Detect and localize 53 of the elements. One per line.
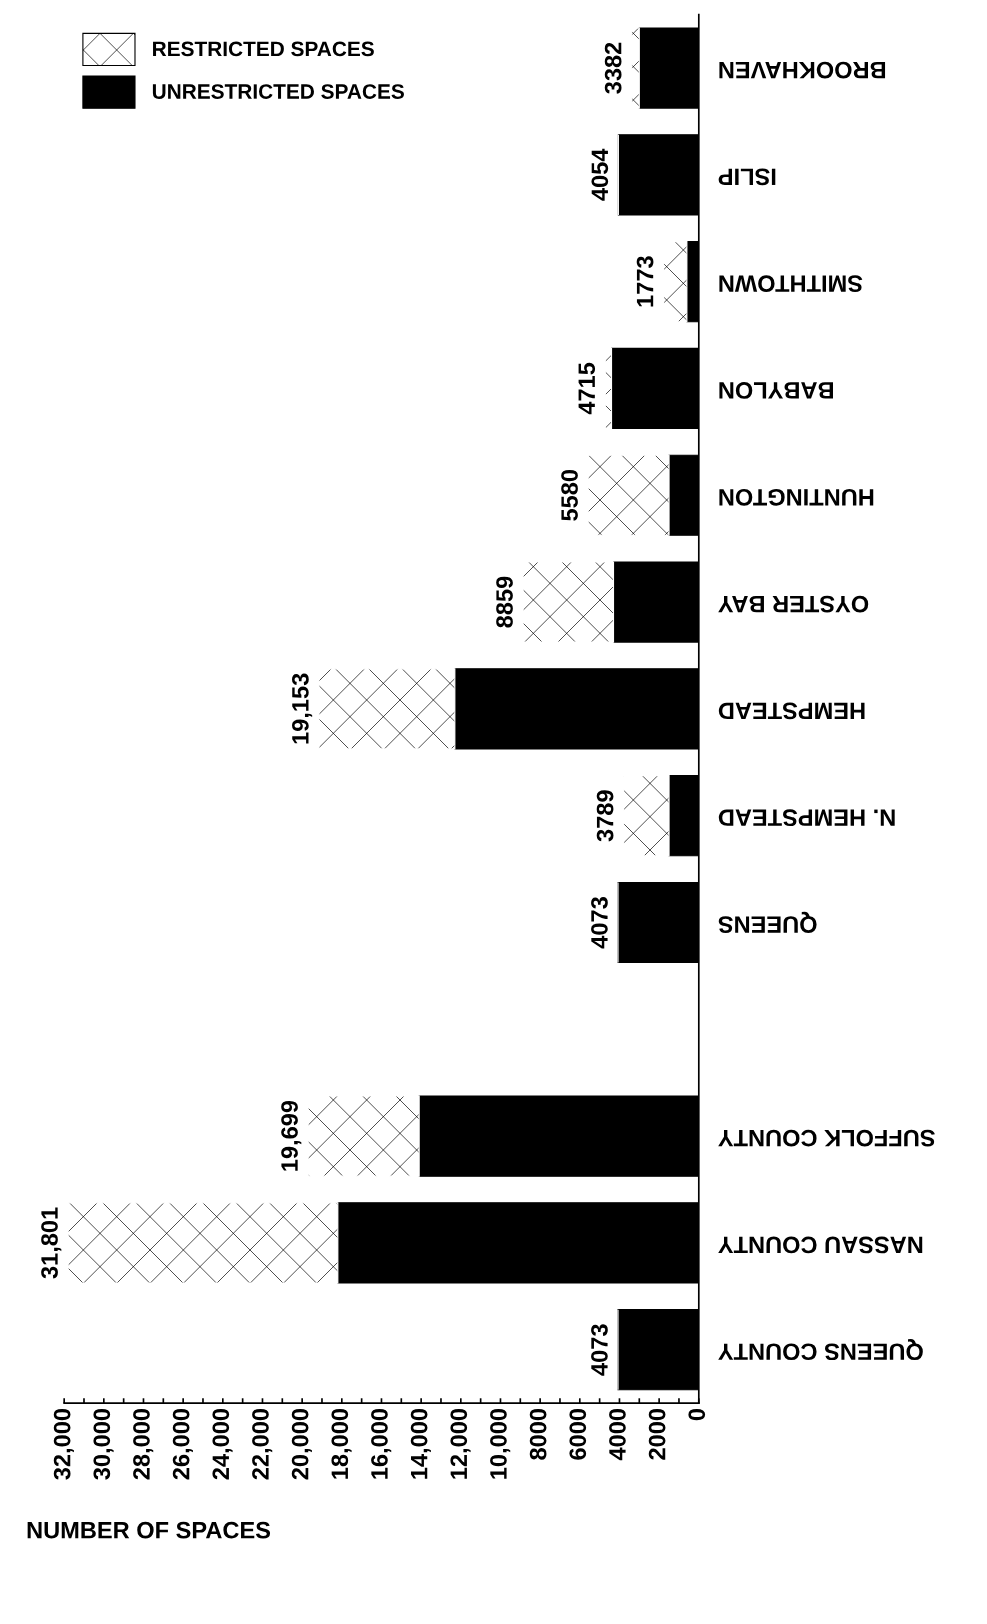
x-tick-label: 0 [688,1408,706,1421]
legend-label: RESTRICTED SPACES [153,41,374,57]
x-tick-label: 10,000 [490,1408,511,1479]
total-label: 4715 [578,362,596,415]
x-tick-label: 20,000 [291,1408,312,1480]
y-tick-label: OYSTER BAY [718,595,869,613]
total-label: 4073 [591,1324,608,1376]
y-tick-label: N. HEMPSTEAD [718,809,895,827]
bar [587,454,670,536]
total-label: 5580 [561,469,578,521]
y-tick-label: QUEENS COUNTY [718,1338,923,1361]
total-label: 1773 [636,256,654,307]
x-tick-label: 4000 [609,1408,626,1461]
x-tick-label: 12,000 [450,1408,471,1479]
x-tick-label: 22,000 [252,1408,273,1480]
y-tick-label: BABYLON [719,382,833,399]
bar [318,668,456,750]
y-tick-label: SMITHTOWN [719,275,863,293]
total-label: 3789 [596,790,614,842]
total-label: 4073 [591,897,608,949]
y-tick-label: HUNTINGTON [719,488,874,506]
bar [67,1202,339,1284]
x-tick-label: 24,000 [212,1408,233,1480]
legend-label: UNRESTRICTED SPACES [152,84,404,99]
y-tick-label: SUFFOLK COUNTY [718,1129,935,1147]
x-tick-label: 26,000 [172,1408,193,1480]
bar [307,1095,420,1177]
total-label: 4054 [591,148,609,201]
bar [623,775,670,857]
x-tick-label: 8000 [529,1408,547,1460]
x-tick-label: 16,000 [371,1408,392,1479]
x-tick-label: 6000 [569,1408,587,1460]
total-label: 19,153 [292,673,313,744]
bar [663,241,688,323]
y-tick-label: BROOKHAVEN [719,61,886,79]
x-axis-title: NUMBER OF SPACES [27,1521,271,1539]
bar [604,347,613,430]
bar [522,561,615,643]
y-tick-label: NASSAU COUNTY [718,1236,923,1254]
bar [631,27,640,109]
y-tick-label: ISLIP [718,168,776,186]
y-tick-label: HEMPSTEAD [718,702,865,720]
total-label: 19,699 [281,1100,302,1171]
y-tick-label: QUEENS [718,911,817,933]
x-tick-label: 2000 [648,1408,666,1460]
total-label: 31,801 [41,1207,62,1279]
x-tick-label: 28,000 [133,1408,154,1480]
total-label: 3382 [604,42,622,94]
x-tick-label: 18,000 [331,1408,352,1479]
total-label: 8859 [496,576,513,628]
x-tick-label: 32,000 [53,1408,74,1480]
x-tick-label: 14,000 [410,1408,431,1479]
x-tick-label: 30,000 [93,1408,114,1480]
